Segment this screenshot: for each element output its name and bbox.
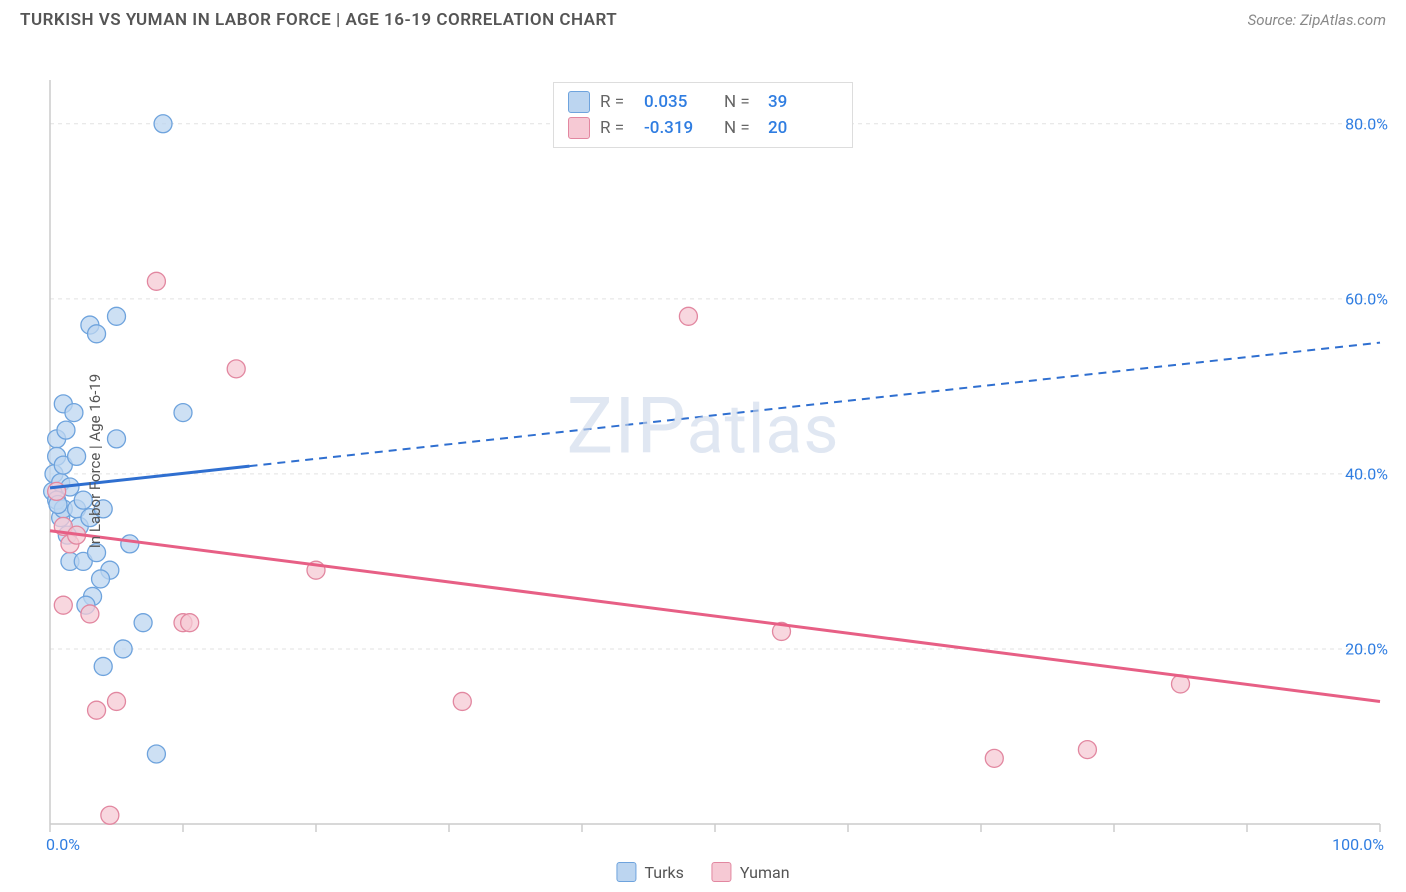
yuman-point xyxy=(101,806,119,824)
yuman-point xyxy=(227,360,245,378)
yuman-point xyxy=(88,701,106,719)
legend-n-value: 39 xyxy=(768,92,838,112)
y-tick-label: 60.0% xyxy=(1345,289,1388,308)
turks-point xyxy=(65,404,83,422)
header: TURKISH VS YUMAN IN LABOR FORCE | AGE 16… xyxy=(0,0,1406,36)
y-tick-label: 20.0% xyxy=(1345,639,1388,658)
yuman-point xyxy=(1078,741,1096,759)
turks-point xyxy=(88,325,106,343)
source-label: Source: ZipAtlas.com xyxy=(1248,11,1386,29)
legend-r-value: 0.035 xyxy=(644,92,714,112)
legend-series-label: Yuman xyxy=(740,863,790,882)
legend-r-label: R = xyxy=(600,118,634,138)
legend-series-item: Turks xyxy=(616,862,683,882)
turks-point xyxy=(134,614,152,632)
legend-swatch xyxy=(616,862,636,882)
y-axis-label: In Labor Force | Age 16-19 xyxy=(86,374,104,548)
yuman-point xyxy=(679,307,697,325)
turks-point xyxy=(92,570,110,588)
legend-row: R = -0.319 N = 20 xyxy=(568,115,838,141)
turks-point xyxy=(108,307,126,325)
yuman-point xyxy=(54,596,72,614)
y-tick-label: 80.0% xyxy=(1345,114,1388,133)
yuman-trendline xyxy=(50,531,1380,702)
legend-n-label: N = xyxy=(724,118,758,138)
yuman-point xyxy=(181,614,199,632)
legend-series: Turks Yuman xyxy=(616,862,789,882)
legend-n-label: N = xyxy=(724,92,758,112)
legend-swatch xyxy=(568,91,590,113)
chart-area: In Labor Force | Age 16-19 ZIPatlas R =0… xyxy=(0,36,1406,886)
turks-point xyxy=(108,430,126,448)
turks-point xyxy=(147,745,165,763)
legend-correlation: R = 0.035 N = 39 R = -0.319 N = 20 xyxy=(553,82,853,148)
legend-swatch xyxy=(712,862,732,882)
legend-n-value: 20 xyxy=(768,118,838,138)
scatter-plot-svg xyxy=(0,36,1406,856)
x-tick-label: 0.0% xyxy=(46,835,80,854)
legend-series-item: Yuman xyxy=(712,862,790,882)
turks-point xyxy=(68,447,86,465)
legend-row: R = 0.035 N = 39 xyxy=(568,89,838,115)
yuman-point xyxy=(453,692,471,710)
legend-r-label: R = xyxy=(600,92,634,112)
yuman-point xyxy=(81,605,99,623)
x-tick-label: 100.0% xyxy=(1332,835,1384,854)
legend-series-label: Turks xyxy=(644,863,683,882)
legend-r-value: -0.319 xyxy=(644,118,714,138)
legend-swatch xyxy=(568,117,590,139)
yuman-point xyxy=(147,272,165,290)
turks-point xyxy=(174,404,192,422)
turks-trendline-dashed xyxy=(250,343,1381,467)
y-tick-label: 40.0% xyxy=(1345,464,1388,483)
turks-point xyxy=(94,657,112,675)
yuman-point xyxy=(108,692,126,710)
turks-trendline xyxy=(50,466,250,488)
turks-point xyxy=(154,115,172,133)
turks-point xyxy=(57,421,75,439)
page-title: TURKISH VS YUMAN IN LABOR FORCE | AGE 16… xyxy=(20,10,617,30)
turks-point xyxy=(114,640,132,658)
yuman-point xyxy=(985,749,1003,767)
turks-point xyxy=(121,535,139,553)
